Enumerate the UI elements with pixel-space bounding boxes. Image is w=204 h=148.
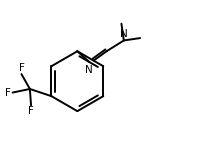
Text: F: F <box>5 88 11 98</box>
Text: F: F <box>28 106 34 116</box>
Text: N: N <box>119 29 127 39</box>
Text: N: N <box>85 65 93 75</box>
Text: F: F <box>18 63 24 73</box>
